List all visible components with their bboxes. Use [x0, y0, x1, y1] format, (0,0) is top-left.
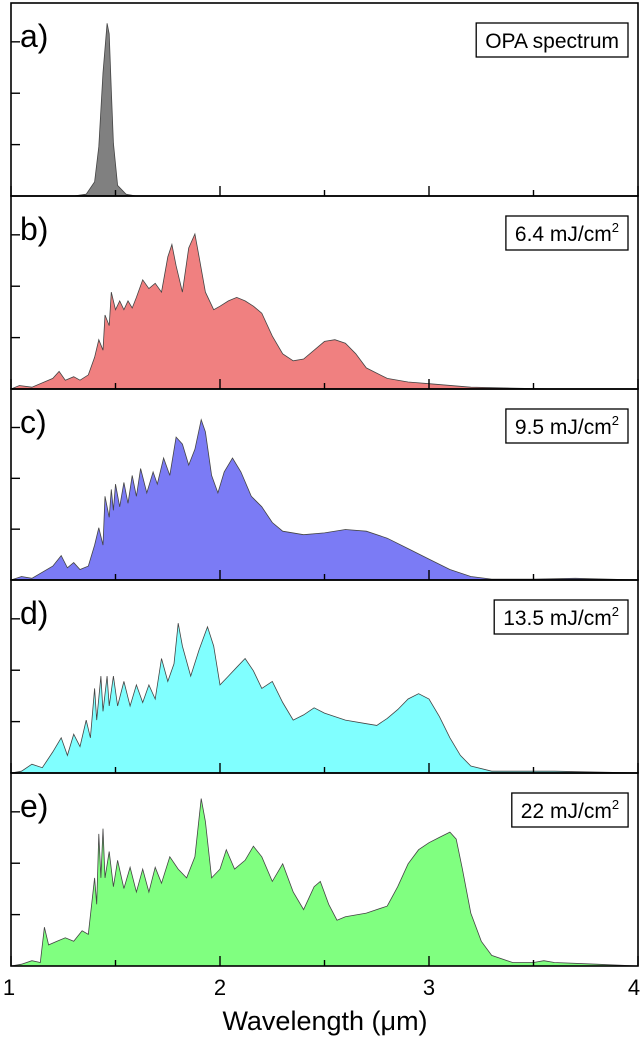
- spectrum-area-2: [10, 232, 638, 390]
- panel-1: a) OPA spectrum: [10, 2, 639, 197]
- x-tick-label: 3: [423, 975, 435, 1000]
- panel-label-2: b): [20, 211, 48, 247]
- panel-annotation-1: OPA spectrum: [485, 30, 619, 53]
- panel-5: e) 22 mJ/cm2: [10, 772, 639, 967]
- annotation-box-3: [505, 408, 629, 444]
- annotation-box-2: [505, 215, 629, 251]
- x-tick-labels: 1 2 3 4: [3, 975, 640, 1000]
- panel-label-5: e): [20, 788, 48, 824]
- annotation-box-5: [511, 792, 629, 828]
- panel-4: d) 13.5 mJ/cm2: [10, 579, 639, 774]
- spectrum-area-5: [10, 798, 639, 967]
- panel-label-1: a): [20, 18, 48, 54]
- spectrum-area-4: [10, 623, 639, 774]
- panel-annotation-3: 9.5 mJ/cm2: [515, 413, 619, 439]
- annotation-box-4: [493, 599, 629, 635]
- panels-layer: a) OPA spectrum b) 6.4 mJ/cm2 c) 9.5 mJ/cm2 d)…: [10, 2, 639, 967]
- panel-annotation-2: 6.4 mJ/cm2: [515, 220, 619, 246]
- x-tick-label: 1: [3, 975, 15, 1000]
- panel-label-3: c): [20, 404, 47, 440]
- x-axis-label: Wavelength (μm): [222, 1006, 427, 1036]
- annotation-box-1: [475, 22, 629, 58]
- panel-label-4: d): [20, 595, 48, 631]
- panel-2: b) 6.4 mJ/cm2: [10, 195, 639, 390]
- x-tick-label: 4: [628, 975, 640, 1000]
- panel-3: c) 9.5 mJ/cm2: [10, 388, 639, 581]
- spectrum-area-3: [10, 418, 639, 581]
- panel-annotation-5: 22 mJ/cm2: [521, 797, 619, 823]
- x-tick-label: 2: [214, 975, 226, 1000]
- panel-annotation-4: 13.5 mJ/cm2: [503, 604, 619, 630]
